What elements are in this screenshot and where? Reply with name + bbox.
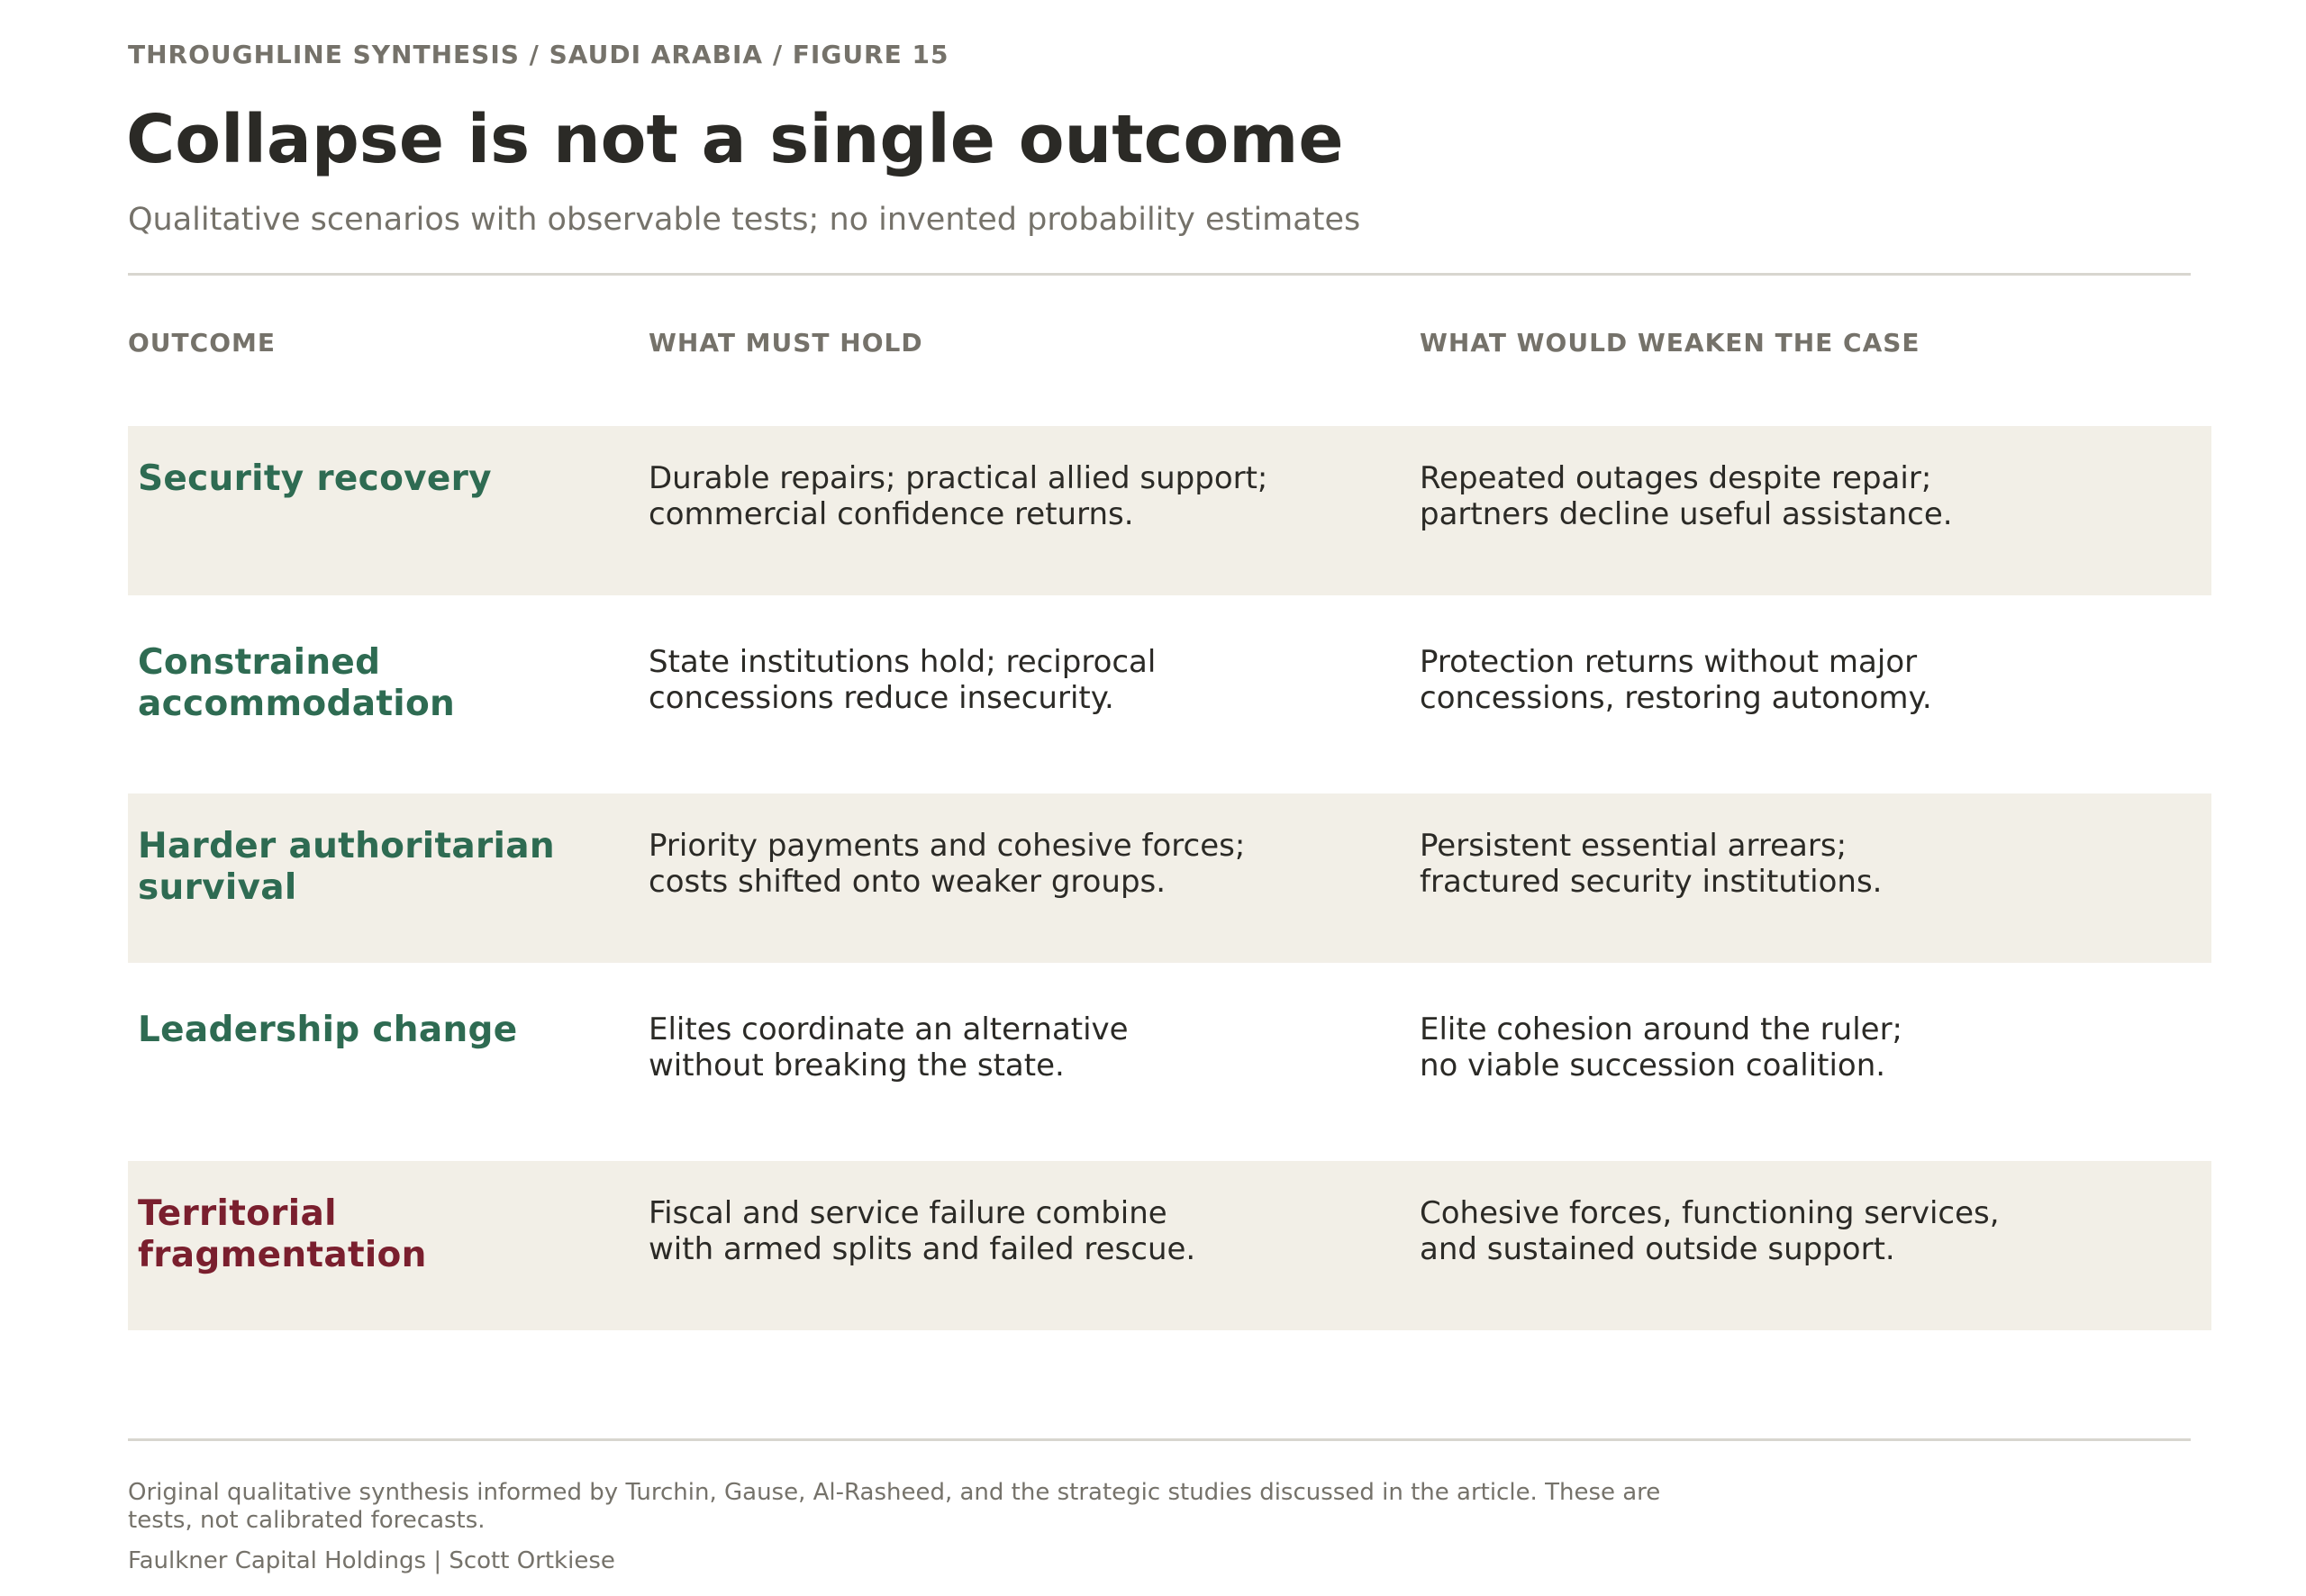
outcome-label: Territorial [138,1193,337,1234]
weaken-text: partners decline useful assistance. [1420,496,1953,532]
outcome-label: Leadership change [138,1010,518,1050]
weaken-text: Elite cohesion around the ruler; [1420,1011,1902,1047]
column-header-what-must-hold: WHAT MUST HOLD [649,328,923,358]
hold-text: Priority payments and cohesive forces; [649,828,1246,864]
hold-text: Durable repairs; practical allied suppor… [649,460,1268,496]
outcome-label: survival [138,867,297,908]
table-row: Harder authoritarian survival Priority p… [128,793,2211,963]
footnote-line: Original qualitative synthesis informed … [128,1479,1661,1506]
hold-text: with armed splits and failed rescue. [649,1231,1196,1267]
outcome-label: accommodation [138,684,456,724]
page-subtitle: Qualitative scenarios with observable te… [128,202,1361,238]
weaken-text: concessions, restoring autonomy. [1420,680,1932,716]
table-row: Security recovery Durable repairs; pract… [128,426,2211,595]
outcome-cell: Territorial fragmentation [138,1193,427,1276]
hold-text: without breaking the state. [649,1047,1065,1084]
weaken-cell: Repeated outages despite repair; partner… [1420,460,1953,532]
top-divider [128,273,2191,276]
hold-text: Elites coordinate an alternative [649,1011,1129,1047]
weaken-text: Persistent essential arrears; [1420,828,1848,864]
column-header-outcome: OUTCOME [128,328,276,358]
weaken-text: no viable succession coalition. [1420,1047,1886,1084]
outcome-cell: Leadership change [138,1010,518,1051]
weaken-cell: Elite cohesion around the ruler; no viab… [1420,1011,1902,1084]
outcome-cell: Harder authoritarian survival [138,826,555,909]
weaken-text: and sustained outside support. [1420,1231,1895,1267]
hold-cell: Elites coordinate an alternative without… [649,1011,1129,1084]
table-row: Constrained accommodation State institut… [128,610,2211,779]
hold-cell: Priority payments and cohesive forces; c… [649,828,1245,900]
outcome-label: Constrained [138,642,381,683]
table-row: Leadership change Elites coordinate an a… [128,977,2211,1147]
hold-cell: State institutions hold; reciprocal conc… [649,644,1156,716]
bottom-divider [128,1438,2191,1441]
weaken-text: Cohesive forces, functioning services, [1420,1195,2000,1231]
outcome-cell: Constrained accommodation [138,642,455,725]
hold-text: State institutions hold; reciprocal [649,644,1157,680]
weaken-text: Protection returns without major [1420,644,1918,680]
hold-text: Fiscal and service failure combine [649,1195,1167,1231]
table-row: Territorial fragmentation Fiscal and ser… [128,1161,2211,1330]
weaken-text: fractured security institutions. [1420,864,1883,900]
hold-text: costs shifted onto weaker groups. [649,864,1167,900]
hold-cell: Durable repairs; practical allied suppor… [649,460,1267,532]
outcome-cell: Security recovery [138,458,492,500]
page-title: Collapse is not a single outcome [126,101,1344,178]
outcome-label: Security recovery [138,458,492,499]
hold-text: concessions reduce insecurity. [649,680,1114,716]
hold-cell: Fiscal and service failure combine with … [649,1195,1195,1267]
weaken-text: Repeated outages despite repair; [1420,460,1932,496]
outcome-label: Harder authoritarian [138,826,555,866]
credit-line: Faulkner Capital Holdings | Scott Ortkie… [128,1547,615,1574]
eyebrow: THROUGHLINE SYNTHESIS / SAUDI ARABIA / F… [128,40,949,69]
footnote-line: tests, not calibrated forecasts. [128,1507,486,1534]
weaken-cell: Cohesive forces, functioning services, a… [1420,1195,2000,1267]
weaken-cell: Persistent essential arrears; fractured … [1420,828,1882,900]
hold-text: commercial confidence returns. [649,496,1134,532]
outcome-label: fragmentation [138,1235,427,1275]
weaken-cell: Protection returns without major concess… [1420,644,1932,716]
column-header-what-would-weaken: WHAT WOULD WEAKEN THE CASE [1420,328,1920,358]
footnote: Original qualitative synthesis informed … [128,1479,1660,1535]
